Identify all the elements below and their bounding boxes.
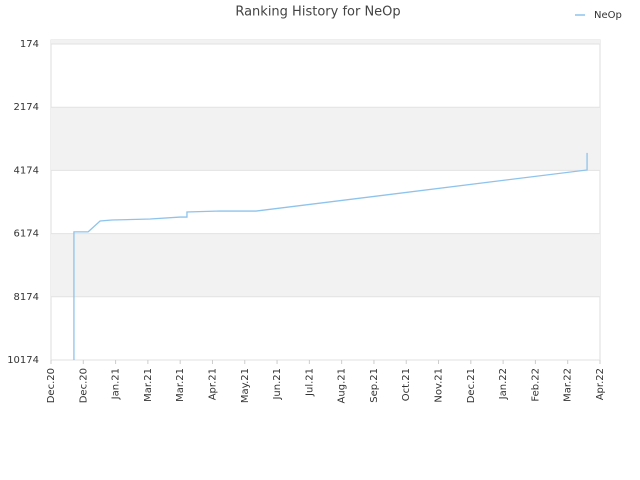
x-tick-label: Mar.21: [175, 368, 186, 402]
y-tick-label: 10174: [7, 355, 39, 366]
x-tick-label: Jul.21: [304, 368, 315, 397]
x-tick-label: Dec.21: [466, 368, 477, 403]
band: [51, 40, 600, 44]
x-tick-label: Dec.20: [46, 368, 57, 403]
x-tick-label: Apr.22: [595, 368, 606, 400]
y-tick-label: 8174: [14, 292, 39, 303]
x-tick-label: Mar.22: [563, 368, 574, 402]
chart-title: Ranking History for NeOp: [235, 5, 400, 20]
x-tick-label: Feb.22: [530, 368, 541, 402]
y-tick-label: 6174: [14, 229, 39, 240]
plot-background: [50, 39, 601, 361]
y-tick-label: 2174: [14, 102, 39, 113]
band: [51, 107, 600, 171]
x-tick-label: Jan.22: [498, 368, 509, 400]
x-tick-label: Oct.21: [401, 368, 412, 401]
y-tick-label: 174: [20, 39, 39, 50]
x-tick-label: Mar.21: [143, 368, 154, 402]
band: [51, 233, 600, 297]
x-tick-label: May.21: [240, 368, 251, 403]
x-tick-label: Jan.21: [111, 368, 122, 400]
x-tick-label: Aug.21: [337, 368, 348, 403]
x-tick-label: Dec.20: [78, 368, 89, 403]
x-tick-label: Apr.21: [207, 368, 218, 400]
x-tick-label: Jun.21: [272, 368, 283, 401]
legend-label: NeOp: [594, 10, 622, 21]
x-tick-label: Sep.21: [369, 368, 380, 403]
line: [73, 152, 588, 360]
y-tick-label: 4174: [14, 165, 39, 176]
x-tick-label: Nov.21: [434, 368, 445, 403]
